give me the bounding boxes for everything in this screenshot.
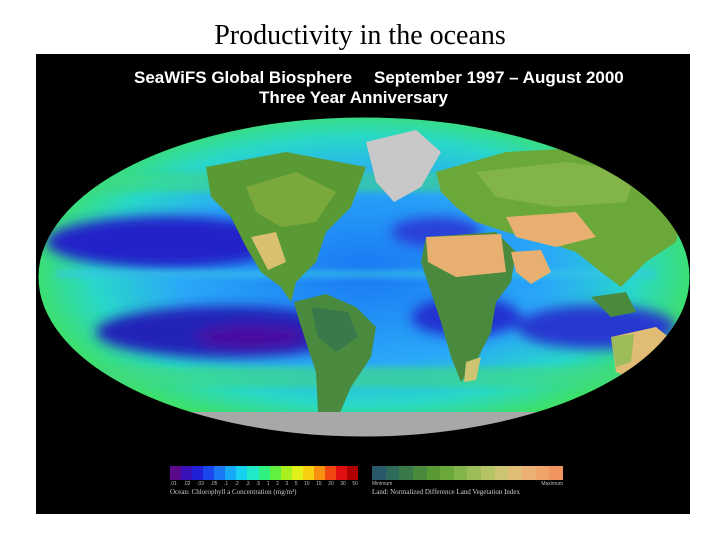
ocean-colorbar-ticks: .01 .02 .03 .05 .1 .2 .3 .5 1 2 3 5 10 15 20 30 50 (170, 481, 358, 487)
greenland (366, 130, 441, 202)
ocean-swatch (258, 466, 270, 480)
arabia (511, 250, 551, 284)
ocean-swatch (347, 466, 359, 480)
ocean-swatch (324, 466, 336, 480)
ocean-swatch (291, 466, 303, 480)
ocean-swatch (192, 466, 204, 480)
central-asia-desert (506, 212, 596, 247)
land-swatch (385, 466, 400, 480)
land-swatch (467, 466, 482, 480)
ocean-tick-label: .05 (210, 481, 218, 487)
land-swatch (440, 466, 454, 480)
land-swatch (535, 466, 550, 480)
land-swatch (399, 466, 413, 480)
ocean-swatch (302, 466, 314, 480)
ocean-tick-label: 20 (328, 481, 334, 487)
land-swatch (508, 466, 523, 480)
ocean-tick-label: .3 (245, 481, 250, 487)
ocean-chlorophyll-colorbar (170, 466, 359, 480)
ocean-tick-label: .01 (170, 481, 177, 487)
ocean-tick-label: .2 (234, 481, 239, 487)
ocean-tick-label: 3 (285, 481, 289, 487)
figure-title: SeaWiFS Global Biosphere (134, 68, 353, 87)
ocean-tick-label: 2 (276, 481, 279, 487)
ocean-swatch (335, 466, 347, 480)
land-swatch (481, 466, 495, 480)
ocean-legend-label: Ocean: Chlorophyll a Concentration (mg/m… (170, 488, 297, 496)
ocean-swatch (269, 466, 281, 480)
land-ndvi-colorbar (372, 466, 563, 480)
date-range: September 1997 – August 2000 (374, 68, 624, 87)
ocean-tick-label: 30 (340, 481, 346, 487)
land-swatch (372, 466, 386, 480)
figure-subtitle: Three Year Anniversary (259, 88, 449, 107)
ocean-swatch (236, 466, 248, 480)
land-swatch (412, 466, 427, 480)
ocean-tick-label: .1 (223, 481, 229, 487)
ocean-tick-label: 10 (304, 481, 310, 487)
ocean-tick-label: .03 (196, 481, 204, 487)
indonesia (591, 292, 636, 317)
ocean-swatch (313, 466, 325, 480)
ocean-swatch (214, 466, 226, 480)
land-legend-label: Land: Normalized Difference Land Vegetat… (372, 488, 521, 496)
ocean-tick-label: .5 (256, 481, 261, 487)
ocean-tick-label: .02 (183, 481, 191, 487)
land-swatch (494, 466, 509, 480)
ocean-tick-label: 50 (352, 481, 358, 487)
ocean-tick-label: 5 (294, 481, 298, 487)
ocean-swatch (170, 466, 182, 480)
ocean-swatch (225, 466, 237, 480)
sahara (426, 234, 506, 277)
land-swatch (453, 466, 468, 480)
ocean-tick-label: 1 (266, 481, 270, 487)
world-map (37, 116, 690, 438)
land-swatch (549, 466, 563, 480)
ocean-swatch (280, 466, 292, 480)
land-swatch (522, 466, 536, 480)
ocean-tick-label: 15 (316, 481, 322, 487)
slide-title: Productivity in the oceans (214, 20, 506, 51)
land-swatch (426, 466, 441, 480)
land-tick-min: Minimum (372, 481, 393, 487)
ocean-swatch (181, 466, 193, 480)
ocean-swatch (247, 466, 259, 480)
antarctica (38, 412, 690, 437)
ocean-swatch (203, 466, 215, 480)
land-tick-max: Maximum (541, 481, 563, 487)
map-figure: SeaWiFS Global Biosphere September 1997 … (36, 54, 690, 514)
